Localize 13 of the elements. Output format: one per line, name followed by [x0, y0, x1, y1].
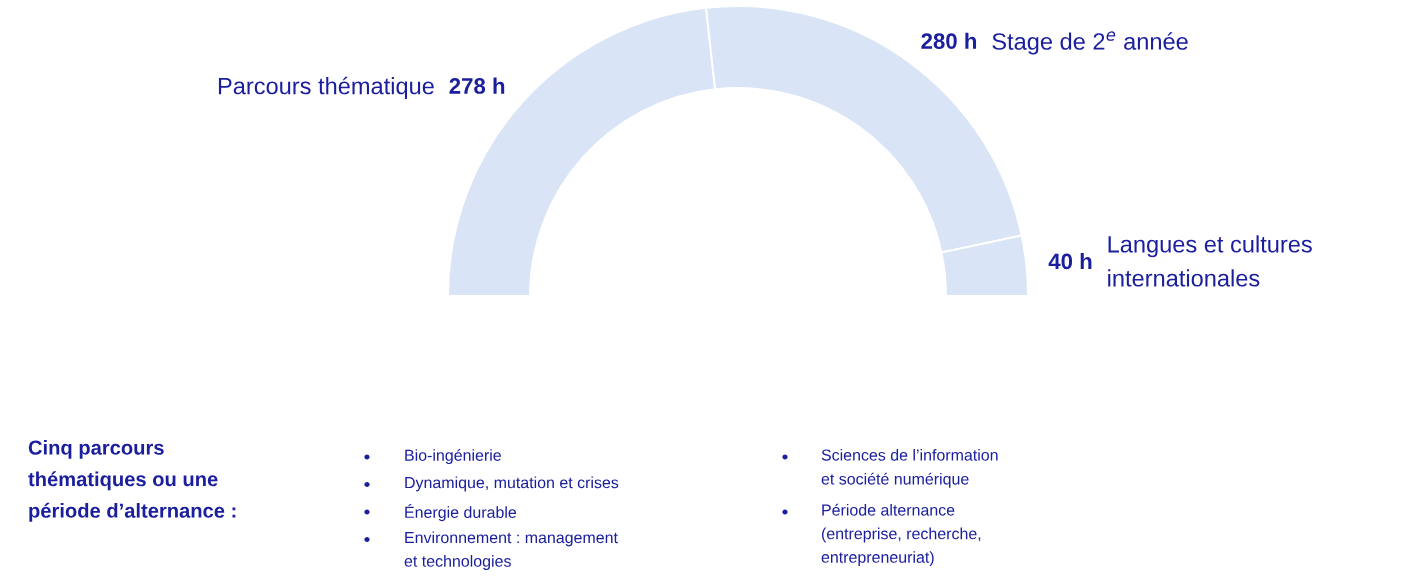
- data-label: 280 h: [921, 32, 977, 49]
- text: Sciences de l’information et société numérique: [821, 449, 998, 488]
- slice-label: Stage de 2$^{e}$ année: [992, 31, 1188, 55]
- text: Période alternance (entreprise, recherche, entrepreneuriat): [821, 503, 981, 567]
- data-label: 40 h: [1048, 252, 1092, 270]
- slice-label: Parcours thématique: [218, 76, 434, 100]
- text: Environnement : management et technologies: [404, 531, 618, 570]
- text: Dynamique, mutation et crises: [405, 476, 619, 492]
- text: Bio-ingénierie: [405, 449, 501, 465]
- text: Cinq parcours thématiques ou une période d’alternance :: [28, 440, 236, 522]
- data-label: 278 h: [449, 77, 505, 94]
- slice-label: Langues et cultures internationales: [1108, 235, 1312, 287]
- text: Énergie durable: [405, 504, 517, 522]
